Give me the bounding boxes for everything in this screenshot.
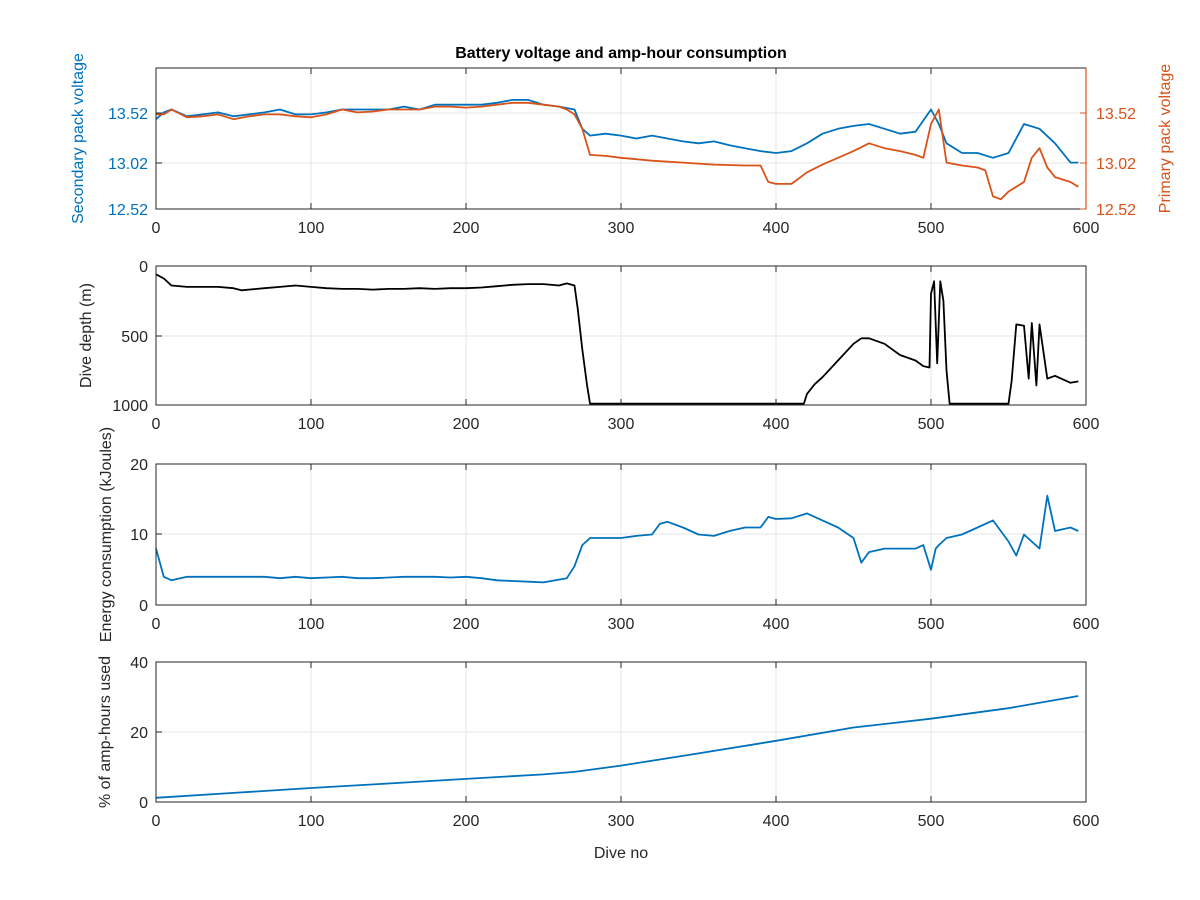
x-tick-label: 300 <box>608 813 635 830</box>
x-tick-label: 600 <box>1073 220 1100 237</box>
x-tick-label: 400 <box>763 813 790 830</box>
y-tick-label: 1000 <box>112 398 148 415</box>
x-tick-label: 200 <box>453 616 480 633</box>
x-tick-label: 0 <box>152 220 161 237</box>
y-axis-label: Dive depth (m) <box>78 283 95 388</box>
x-tick-label: 0 <box>152 616 161 633</box>
y-tick-label: 13.52 <box>108 106 148 123</box>
y-axis-label: Energy consumption (kJoules) <box>98 427 115 642</box>
x-tick-label: 500 <box>918 220 945 237</box>
series-line-1 <box>155 695 1079 799</box>
x-tick-label: 400 <box>763 416 790 433</box>
y-right-tick-label: 13.52 <box>1096 106 1136 123</box>
x-tick-label: 500 <box>918 616 945 633</box>
subplot-4: 0 100 200 300 400 500 600 0 20 40 % of amp-hours u… <box>97 655 1099 862</box>
subplot-2: 0 100 200 300 400 500 600 0 500 1000 Dive depth (m… <box>78 259 1099 433</box>
y-right-tick-label: 12.52 <box>1096 202 1136 219</box>
x-tick-label: 500 <box>918 416 945 433</box>
x-tick-label: 500 <box>918 813 945 830</box>
x-tick-label: 200 <box>453 220 480 237</box>
x-tick-label: 400 <box>763 616 790 633</box>
x-tick-label: 0 <box>152 813 161 830</box>
y-tick-label: 20 <box>130 457 148 474</box>
y-tick-label: 0 <box>139 259 148 276</box>
x-tick-label: 100 <box>298 416 325 433</box>
x-tick-label: 400 <box>763 220 790 237</box>
y-axis-label: Secondary pack voltage <box>70 53 87 224</box>
y-tick-label: 500 <box>121 329 148 346</box>
subplot-1: 0 100 200 300 400 500 60012.5213.0213.5212.521… <box>70 53 1174 237</box>
subplot-3: 0 100 200 300 400 500 600 0 10 20 Energy consumpti… <box>98 427 1099 642</box>
y-axis-label: % of amp-hours used <box>97 656 114 808</box>
x-tick-label: 300 <box>608 416 635 433</box>
x-tick-label: 100 <box>298 813 325 830</box>
subplot-panels: 0 100 200 300 400 500 60012.5213.0213.5212.521… <box>70 53 1174 862</box>
x-tick-label: 200 <box>453 813 480 830</box>
y-tick-label: 20 <box>130 725 148 742</box>
y-tick-label: 0 <box>139 598 148 615</box>
y-tick-label: 13.02 <box>108 156 148 173</box>
x-tick-label: 300 <box>608 616 635 633</box>
y-right-axis-label: Primary pack voltage <box>1157 64 1174 213</box>
series-line-2 <box>156 101 1079 201</box>
x-tick-label: 0 <box>152 416 161 433</box>
x-tick-label: 300 <box>608 220 635 237</box>
y-right-tick-label: 13.02 <box>1096 156 1136 173</box>
x-tick-label: 100 <box>298 220 325 237</box>
x-tick-label: 200 <box>453 416 480 433</box>
y-tick-label: 0 <box>139 795 148 812</box>
y-tick-label: 40 <box>130 655 148 672</box>
x-tick-label: 100 <box>298 616 325 633</box>
chart-title: Battery voltage and amp-hour consumption <box>455 45 787 62</box>
x-axis-label: Dive no <box>594 845 648 862</box>
y-tick-label: 10 <box>130 527 148 544</box>
series-line-1 <box>155 273 1079 405</box>
x-tick-label: 600 <box>1073 813 1100 830</box>
y-tick-label: 12.52 <box>108 202 148 219</box>
series-line-1 <box>155 494 1079 584</box>
x-tick-label: 600 <box>1073 616 1100 633</box>
x-tick-label: 600 <box>1073 416 1100 433</box>
